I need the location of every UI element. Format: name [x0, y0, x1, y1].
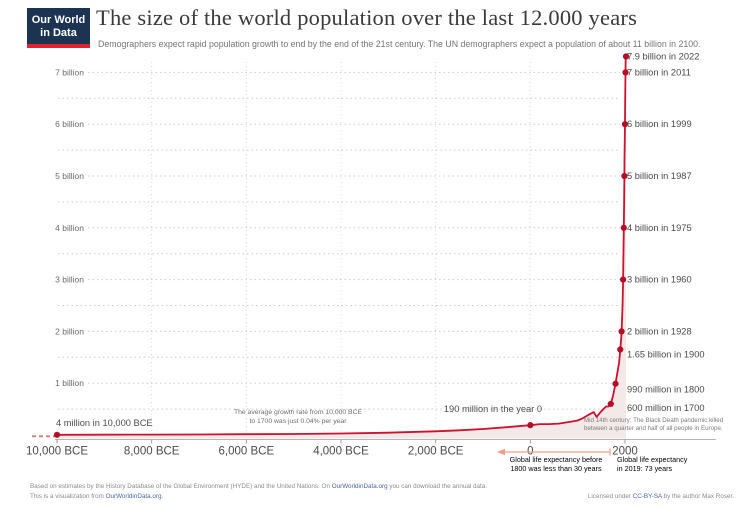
footer-visualization: This is a visualization from OurWorldinD…	[30, 493, 163, 500]
x-axis-label: 6,000 BCE	[219, 446, 275, 458]
footer-source-text: Based on estimates by the History Databa…	[30, 483, 332, 490]
milestone-label: 5 billion in 1987	[627, 171, 692, 181]
x-axis-label: 4,000 BCE	[313, 446, 369, 458]
footer-license-text-post: by the author Max Roser.	[661, 493, 734, 500]
annotation-start-population: 4 million in 10,000 BCE	[56, 418, 153, 428]
footer-license: Licensed under CC-BY-SA by the author Ma…	[588, 493, 734, 500]
milestone-label: 3 billion in 1960	[627, 275, 692, 285]
milestone-dot[interactable]	[618, 328, 625, 335]
annotation-life-expectancy-before-line2: 1800 was less than 30 years	[510, 464, 602, 473]
footer-license-text: Licensed under	[587, 493, 633, 500]
annotation-growth-rate-line2: to 1700 was just 0.04% per year	[249, 418, 347, 425]
annotation-black-death: Mid 14th century: The Black Death pandem…	[584, 417, 723, 432]
milestone-label: 4 billion in 1975	[627, 223, 692, 233]
footer-visualization-link[interactable]: OurWorldinData.org	[105, 493, 162, 500]
annotation-life-expectancy-before-1800: Global life expectancy before 1800 was l…	[505, 455, 607, 473]
x-axis-label: 2000	[612, 446, 638, 458]
milestone-dot[interactable]	[620, 224, 627, 231]
y-axis-label: 7 billion	[55, 67, 84, 77]
annotation-life-expectancy-2019-line1: Global life expectancy	[617, 455, 688, 464]
owid-logo-line1: Our World	[31, 14, 86, 26]
population-line	[56, 55, 627, 436]
owid-logo[interactable]: Our World in Data	[27, 8, 90, 48]
y-axis-label: 2 billion	[55, 326, 84, 336]
chart-subtitle: Demographers expect rapid population gro…	[98, 39, 701, 49]
milestone-dot[interactable]	[620, 276, 627, 283]
footer-source-text-post: you can download the annual data.	[387, 483, 488, 490]
annotation-black-death-line2: between a quarter and half of all people…	[584, 424, 723, 432]
annotation-life-expectancy-2019-line2: in 2019: 73 years	[617, 464, 673, 473]
annotation-growth-rate-line1: The average growth rate from 10,000 BCE	[233, 409, 363, 416]
footer-visualization-text-post: .	[161, 493, 164, 500]
y-axis-label: 1 billion	[55, 378, 84, 388]
milestone-dot[interactable]	[622, 53, 630, 60]
milestone-label: 2 billion in 1928	[627, 326, 692, 336]
owid-logo-line2: in Data	[40, 27, 77, 39]
footer-source-link[interactable]: OurWorldinData.org	[331, 483, 388, 490]
y-axis-label: 6 billion	[55, 119, 84, 129]
footer-license-link[interactable]: CC-BY-SA	[632, 493, 662, 500]
annotation-year-zero: 190 million in the year 0	[443, 404, 543, 414]
milestone-label: 7 billion in 2011	[627, 67, 691, 77]
milestone-label: 7.9 billion in 2022	[627, 52, 699, 62]
annotation-life-expectancy-before-line1: Global life expectancy before	[509, 455, 603, 464]
milestone-label: 1.65 billion in 1900	[627, 350, 705, 360]
data-point-dot[interactable]	[53, 431, 61, 438]
footer-visualization-text: This is a visualization from	[30, 493, 106, 500]
footer-source: Based on estimates by the History Databa…	[30, 483, 487, 490]
annotation-black-death-line1: Mid 14th century: The Black Death pandem…	[584, 417, 724, 424]
milestone-dot[interactable]	[621, 121, 629, 128]
y-axis-label: 4 billion	[55, 223, 84, 233]
milestone-dot[interactable]	[621, 172, 628, 180]
chart-title: The size of the world population over th…	[96, 5, 638, 30]
x-axis-label: 8,000 BCE	[124, 446, 180, 458]
milestone-dot[interactable]	[612, 380, 619, 387]
x-axis-label: 2,000 BCE	[408, 446, 464, 458]
y-axis-label: 5 billion	[55, 171, 84, 181]
milestone-dot[interactable]	[617, 346, 624, 353]
y-axis-label: 3 billion	[55, 275, 84, 285]
milestone-dot[interactable]	[622, 69, 629, 76]
milestone-label: 600 million in 1700	[627, 403, 705, 413]
milestone-label: 6 billion in 1999	[627, 119, 692, 129]
population-area-fill	[57, 56, 626, 439]
data-point-dot[interactable]	[527, 422, 534, 429]
x-axis-label: 10,000 BCE	[26, 446, 88, 458]
annotation-life-expectancy-2019: Global life expectancy in 2019: 73 years	[617, 455, 687, 473]
milestone-dot[interactable]	[607, 400, 614, 408]
life-expectancy-arrow-head-icon	[497, 448, 505, 456]
annotation-growth-rate: The average growth rate from 10,000 BCE …	[225, 408, 371, 426]
milestone-label: 990 million in 1800	[627, 385, 705, 395]
